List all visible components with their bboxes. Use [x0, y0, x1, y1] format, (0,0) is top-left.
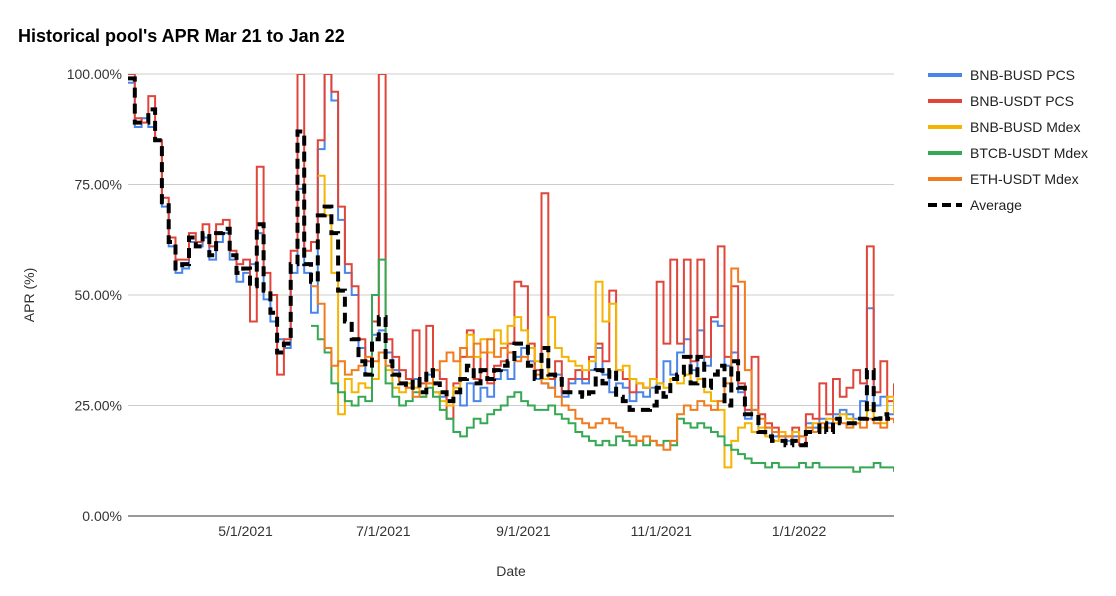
legend-label: BNB-USDT PCS: [970, 93, 1074, 109]
y-tick-label: 100.00%: [67, 66, 122, 82]
x-tick-label: 5/1/2021: [218, 523, 273, 539]
legend: BNB-BUSD PCS BNB-USDT PCS BNB-BUSD Mdex BTC…: [928, 67, 1088, 213]
y-tick-label: 75.00%: [75, 177, 122, 193]
x-tick-label: 11/1/2021: [631, 523, 692, 539]
series-line-6: [128, 76, 894, 448]
x-tick-label: 9/1/2021: [496, 523, 551, 539]
legend-label: BNB-BUSD PCS: [970, 67, 1075, 83]
series-line-4: [311, 258, 894, 473]
legend-label: Average: [970, 197, 1022, 213]
x-axis-title: Date: [496, 563, 526, 579]
chart-title: Historical pool's APR Mar 21 to Jan 22: [18, 26, 345, 46]
x-tick-label: 7/1/2021: [356, 523, 411, 539]
legend-label: BTCB-USDT Mdex: [970, 145, 1088, 161]
y-tick-label: 0.00%: [82, 508, 122, 524]
legend-label: BNB-BUSD Mdex: [970, 119, 1080, 135]
legend-label: ETH-USDT Mdex: [970, 171, 1079, 187]
y-tick-label: 25.00%: [75, 398, 122, 414]
y-axis-ticks: 0.00% 25.00% 50.00% 75.00% 100.00%: [67, 66, 122, 524]
series-line-3: [317, 174, 894, 469]
grid: [128, 73, 894, 406]
series-line-5: [311, 267, 894, 451]
series-lines: [128, 74, 894, 473]
x-axis-ticks: 5/1/2021 7/1/2021 9/1/2021 11/1/2021 1/1/202…: [218, 523, 826, 539]
x-tick-label: 1/1/2022: [772, 523, 827, 539]
series-line-2: [128, 74, 894, 447]
y-tick-label: 50.00%: [75, 287, 122, 303]
y-axis-title: APR (%): [21, 268, 37, 322]
series-line-1: [128, 74, 894, 442]
